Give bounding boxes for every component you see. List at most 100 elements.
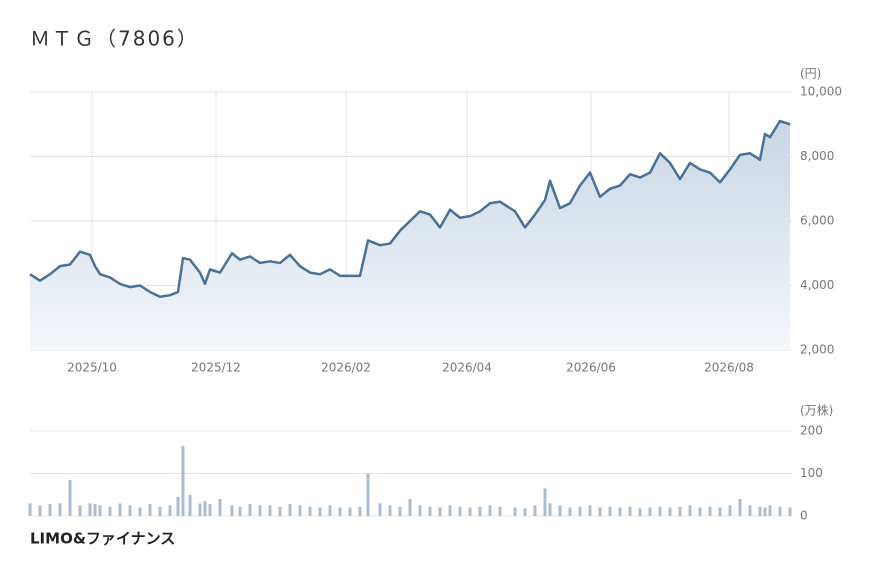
volume-bar — [58, 503, 62, 516]
volume-bar — [498, 506, 502, 516]
volume-bar — [763, 507, 767, 516]
volume-bar — [258, 505, 262, 516]
x-tick-label: 2026/08 — [704, 361, 754, 375]
volume-bar — [318, 507, 322, 516]
volume-bar — [428, 506, 432, 516]
volume-bar — [38, 505, 42, 516]
volume-unit: (万株) — [800, 403, 833, 418]
volume-bar — [543, 488, 547, 516]
volume-bar — [208, 504, 212, 516]
volume-bar — [728, 505, 732, 516]
volume-bar — [93, 504, 97, 516]
volume-bar — [568, 507, 572, 516]
price-line — [29, 119, 791, 299]
logo: LIMO&ファイナンス — [30, 530, 175, 548]
volume-bar — [78, 505, 82, 516]
volume-bar — [138, 507, 142, 516]
volume-bar — [328, 505, 332, 516]
volume-bar — [738, 499, 742, 516]
volume-bar — [768, 505, 772, 516]
price-unit: (円) — [800, 67, 821, 81]
volume-bar — [148, 504, 152, 516]
volume-bar — [588, 505, 592, 516]
x-tick-label: 2025/10 — [67, 361, 117, 375]
volume-bar — [28, 503, 32, 516]
y-tick-label: 8,000 — [800, 149, 834, 163]
x-tick-label: 2026/02 — [321, 361, 371, 375]
volume-bar — [618, 507, 622, 516]
volume-bar — [158, 506, 162, 516]
volume-bar — [558, 505, 562, 516]
y-tick-label: 2,000 — [800, 343, 834, 357]
x-tick-label: 2026/04 — [442, 361, 492, 375]
volume-bar — [513, 507, 517, 516]
volume-bar — [578, 506, 582, 516]
volume-bar — [748, 505, 752, 516]
volume-bar — [366, 473, 370, 516]
volume-bar — [668, 507, 672, 516]
volume-bar — [230, 505, 234, 516]
volume-bar — [548, 503, 552, 516]
volume-bar — [181, 445, 185, 516]
y-tick-label: 100 — [800, 466, 823, 480]
price-area — [30, 121, 790, 351]
volume-bar — [448, 505, 452, 516]
volume-bar — [708, 506, 712, 516]
volume-bar — [608, 506, 612, 516]
y-tick-label: 4,000 — [800, 278, 834, 292]
volume-bar — [203, 501, 207, 516]
volume-bar — [408, 499, 412, 516]
volume-bar — [176, 496, 180, 516]
volume-bar — [278, 506, 282, 516]
volume-bar — [198, 503, 202, 516]
y-tick-label: 200 — [800, 424, 823, 438]
volume-bar — [523, 508, 527, 516]
volume-bar — [758, 506, 762, 516]
x-tick-label: 2026/06 — [566, 361, 616, 375]
volume-bar — [188, 494, 192, 516]
volume-bar — [98, 505, 102, 516]
volume-bar — [418, 505, 422, 516]
volume-bar — [698, 507, 702, 516]
y-tick-label: 0 — [800, 509, 808, 523]
volume-bar — [438, 507, 442, 516]
x-tick-label: 2025/12 — [191, 361, 241, 375]
volume-bar — [658, 506, 662, 516]
volume-bar — [298, 505, 302, 516]
volume-bar — [598, 507, 602, 516]
volume-bar — [308, 506, 312, 516]
volume-bar — [468, 507, 472, 516]
volume-bar — [348, 507, 352, 516]
volume-bar — [718, 507, 722, 516]
volume-bar — [378, 503, 382, 516]
volume-bar — [118, 503, 122, 516]
volume-bar — [778, 506, 782, 516]
title: ＭＴＧ（7806） — [30, 27, 199, 51]
volume-bar — [458, 506, 462, 516]
volume-bar — [788, 507, 792, 516]
volume-bar — [108, 506, 112, 516]
y-tick-label: 10,000 — [800, 85, 842, 99]
volume-bar — [388, 505, 392, 516]
volume-bar — [638, 508, 642, 516]
volume-bar — [238, 506, 242, 516]
volume-bar — [533, 505, 537, 516]
volume-bar — [358, 506, 362, 516]
volume-bar — [628, 506, 632, 516]
volume-bar — [268, 505, 272, 516]
volume-bar — [68, 479, 72, 516]
volume-bar — [678, 506, 682, 516]
volume-bar — [168, 505, 172, 516]
volume-bar — [478, 506, 482, 516]
volume-bar — [248, 504, 252, 516]
volume-bar — [398, 506, 402, 516]
volume-bar — [128, 505, 132, 516]
volume-bar — [688, 505, 692, 516]
volume-bar — [648, 507, 652, 516]
volume-bar — [88, 503, 92, 516]
volume-bar — [338, 507, 342, 516]
volume-bar — [288, 504, 292, 516]
volume-bar — [488, 505, 492, 516]
y-tick-label: 6,000 — [800, 214, 834, 228]
